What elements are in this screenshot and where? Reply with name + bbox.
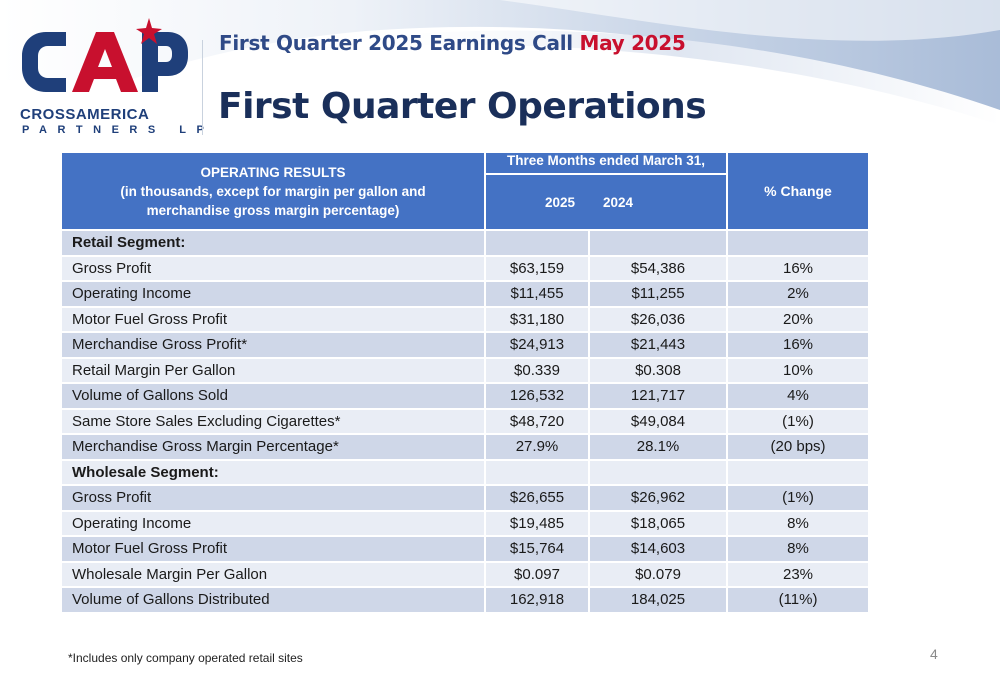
company-logo — [22, 18, 188, 92]
table-row: Gross Profit $26,655 $26,962 (1%) — [60, 484, 871, 512]
value-2025: $0.339 — [484, 356, 590, 384]
value-change: 20% — [726, 305, 871, 333]
header-change: % Change — [726, 151, 871, 231]
header-divider — [202, 40, 203, 135]
header-year-2025: 2025 — [484, 173, 589, 231]
header-year-2024: 2024 — [589, 173, 729, 231]
slide-subtitle: First Quarter 2025 Earnings Call May 202… — [219, 31, 686, 55]
table-row: Same Store Sales Excluding Cigarettes* $4… — [60, 407, 871, 435]
value-change: 8% — [726, 535, 871, 563]
table-row: Operating Income $19,485 $18,065 8% — [60, 509, 871, 537]
value-2024: 28.1% — [587, 433, 729, 461]
table-row: Volume of Gallons Distributed 162,918 184,… — [60, 586, 871, 614]
value-2024: $14,603 — [587, 535, 729, 563]
value-2025: 27.9% — [484, 433, 590, 461]
value-change — [726, 458, 871, 486]
row-label: Retail Segment: — [60, 229, 486, 257]
row-label: Wholesale Margin Per Gallon — [60, 560, 486, 588]
value-2025: $63,159 — [484, 254, 590, 282]
value-2024: $54,386 — [587, 254, 729, 282]
value-change: 8% — [726, 509, 871, 537]
row-label: Same Store Sales Excluding Cigarettes* — [60, 407, 486, 435]
page-number: 4 — [930, 646, 938, 662]
value-2024: $11,255 — [587, 280, 729, 308]
value-change: 4% — [726, 382, 871, 410]
row-label: Wholesale Segment: — [60, 458, 486, 486]
table-row: Retail Segment: — [60, 229, 871, 257]
header-operating-results: OPERATING RESULTS (in thousands, except … — [60, 151, 486, 231]
value-2025: 126,532 — [484, 382, 590, 410]
row-label: Volume of Gallons Sold — [60, 382, 486, 410]
value-2025: $19,485 — [484, 509, 590, 537]
row-label: Merchandise Gross Profit* — [60, 331, 486, 359]
value-change: (1%) — [726, 407, 871, 435]
value-2025: $26,655 — [484, 484, 590, 512]
value-change: 2% — [726, 280, 871, 308]
table-row: Operating Income $11,455 $11,255 2% — [60, 280, 871, 308]
value-change: (20 bps) — [726, 433, 871, 461]
value-2024: $18,065 — [587, 509, 729, 537]
value-change: 23% — [726, 560, 871, 588]
value-2025: $15,764 — [484, 535, 590, 563]
value-2024: $21,443 — [587, 331, 729, 359]
row-label: Volume of Gallons Distributed — [60, 586, 486, 614]
value-2025 — [484, 458, 590, 486]
value-change: 16% — [726, 331, 871, 359]
row-label: Retail Margin Per Gallon — [60, 356, 486, 384]
subtitle-event: First Quarter 2025 Earnings Call — [219, 31, 573, 55]
subtitle-date: May 2025 — [579, 31, 686, 55]
value-2024: 121,717 — [587, 382, 729, 410]
value-2025 — [484, 229, 590, 257]
value-2024: $26,962 — [587, 484, 729, 512]
value-2024 — [587, 458, 729, 486]
value-2025: $11,455 — [484, 280, 590, 308]
value-change: 10% — [726, 356, 871, 384]
table-row: Retail Margin Per Gallon $0.339 $0.308 10% — [60, 356, 871, 384]
table-row: Motor Fuel Gross Profit $15,764 $14,603 8% — [60, 535, 871, 563]
slide-title: First Quarter Operations — [218, 86, 707, 127]
row-label: Motor Fuel Gross Profit — [60, 305, 486, 333]
value-change: (1%) — [726, 484, 871, 512]
logo-wordmark-line1: CROSSAMERICA — [20, 106, 150, 123]
value-change: 16% — [726, 254, 871, 282]
header-subtitle: (in thousands, except for margin per gal… — [120, 183, 426, 218]
value-2025: $24,913 — [484, 331, 590, 359]
logo-wordmark-line2: PARTNERS LP — [22, 124, 215, 136]
table-row: Wholesale Margin Per Gallon $0.097 $0.079 2… — [60, 560, 871, 588]
row-label: Operating Income — [60, 509, 486, 537]
table-row: Volume of Gallons Sold 126,532 121,717 4% — [60, 382, 871, 410]
value-2024: $0.308 — [587, 356, 729, 384]
value-2025: $48,720 — [484, 407, 590, 435]
row-label: Gross Profit — [60, 484, 486, 512]
table-row: Gross Profit $63,159 $54,386 16% — [60, 254, 871, 282]
value-2024: $49,084 — [587, 407, 729, 435]
row-label: Motor Fuel Gross Profit — [60, 535, 486, 563]
value-2025: $31,180 — [484, 305, 590, 333]
value-change — [726, 229, 871, 257]
value-change: (11%) — [726, 586, 871, 614]
value-2025: 162,918 — [484, 586, 590, 614]
row-label: Operating Income — [60, 280, 486, 308]
operating-results-table: OPERATING RESULTS (in thousands, except … — [60, 151, 871, 614]
header-swoosh — [0, 0, 1000, 125]
table-row: Merchandise Gross Margin Percentage* 27.9… — [60, 433, 871, 461]
footnote: *Includes only company operated retail s… — [68, 651, 303, 665]
row-label: Gross Profit — [60, 254, 486, 282]
value-2024: $0.079 — [587, 560, 729, 588]
header-title: OPERATING RESULTS — [200, 164, 346, 180]
value-2024 — [587, 229, 729, 257]
value-2024: 184,025 — [587, 586, 729, 614]
value-2024: $26,036 — [587, 305, 729, 333]
value-2025: $0.097 — [484, 560, 590, 588]
row-label: Merchandise Gross Margin Percentage* — [60, 433, 486, 461]
table-row: Motor Fuel Gross Profit $31,180 $26,036 20% — [60, 305, 871, 333]
table-row: Wholesale Segment: — [60, 458, 871, 486]
table-row: Merchandise Gross Profit* $24,913 $21,443 1… — [60, 331, 871, 359]
header-period: Three Months ended March 31, — [483, 151, 729, 175]
